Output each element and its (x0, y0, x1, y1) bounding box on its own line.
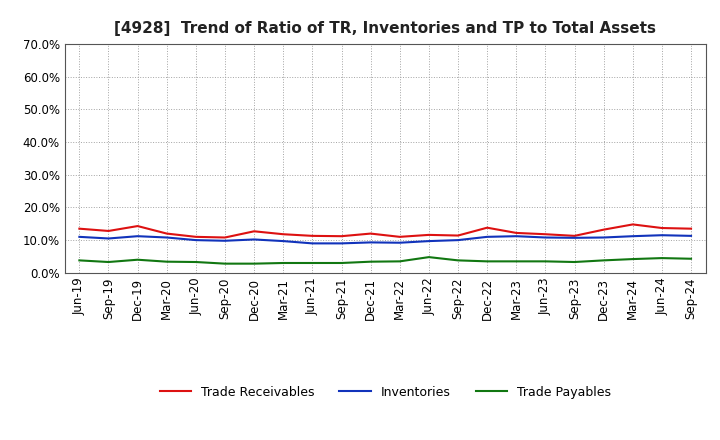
Inventories (133, 234, 142, 239)
Trade Receivables (599, 227, 608, 232)
Trade Receivables (366, 231, 375, 236)
Inventories (657, 233, 666, 238)
Trade Receivables (279, 231, 287, 237)
Trade Receivables (454, 233, 462, 238)
Inventories (483, 234, 492, 239)
Inventories (570, 235, 579, 241)
Trade Payables (512, 259, 521, 264)
Inventories (454, 238, 462, 243)
Inventories (163, 235, 171, 240)
Trade Receivables (483, 225, 492, 230)
Trade Payables (395, 259, 404, 264)
Inventories (512, 234, 521, 239)
Trade Payables (454, 258, 462, 263)
Inventories (541, 235, 550, 240)
Line: Trade Payables: Trade Payables (79, 257, 691, 264)
Inventories (337, 241, 346, 246)
Trade Receivables (337, 234, 346, 239)
Trade Payables (366, 259, 375, 264)
Inventories (192, 238, 200, 243)
Trade Payables (483, 259, 492, 264)
Inventories (687, 233, 696, 238)
Inventories (220, 238, 229, 243)
Legend: Trade Receivables, Inventories, Trade Payables: Trade Receivables, Inventories, Trade Pa… (155, 381, 616, 404)
Trade Payables (133, 257, 142, 262)
Trade Payables (250, 261, 258, 266)
Trade Receivables (220, 235, 229, 240)
Trade Payables (104, 259, 113, 264)
Inventories (425, 238, 433, 244)
Trade Payables (75, 258, 84, 263)
Inventories (279, 238, 287, 244)
Trade Payables (192, 259, 200, 264)
Line: Trade Receivables: Trade Receivables (79, 224, 691, 238)
Trade Payables (687, 256, 696, 261)
Trade Receivables (250, 229, 258, 234)
Trade Receivables (308, 233, 317, 238)
Trade Receivables (163, 231, 171, 236)
Trade Payables (629, 257, 637, 262)
Trade Receivables (395, 234, 404, 239)
Trade Receivables (133, 224, 142, 229)
Trade Receivables (629, 222, 637, 227)
Trade Payables (599, 258, 608, 263)
Trade Payables (425, 254, 433, 260)
Inventories (75, 234, 84, 239)
Trade Receivables (541, 231, 550, 237)
Trade Payables (220, 261, 229, 266)
Trade Receivables (687, 226, 696, 231)
Inventories (308, 241, 317, 246)
Inventories (599, 235, 608, 240)
Trade Receivables (75, 226, 84, 231)
Trade Receivables (512, 230, 521, 235)
Trade Receivables (657, 225, 666, 231)
Inventories (395, 240, 404, 246)
Line: Inventories: Inventories (79, 235, 691, 243)
Trade Payables (163, 259, 171, 264)
Trade Payables (337, 260, 346, 266)
Trade Receivables (192, 234, 200, 239)
Title: [4928]  Trend of Ratio of TR, Inventories and TP to Total Assets: [4928] Trend of Ratio of TR, Inventories… (114, 21, 656, 36)
Trade Payables (657, 256, 666, 261)
Trade Payables (279, 260, 287, 266)
Trade Payables (570, 259, 579, 264)
Inventories (366, 240, 375, 245)
Inventories (250, 237, 258, 242)
Trade Receivables (425, 232, 433, 238)
Trade Receivables (104, 228, 113, 234)
Inventories (104, 236, 113, 241)
Trade Payables (541, 259, 550, 264)
Trade Receivables (570, 233, 579, 238)
Inventories (629, 234, 637, 239)
Trade Payables (308, 260, 317, 266)
